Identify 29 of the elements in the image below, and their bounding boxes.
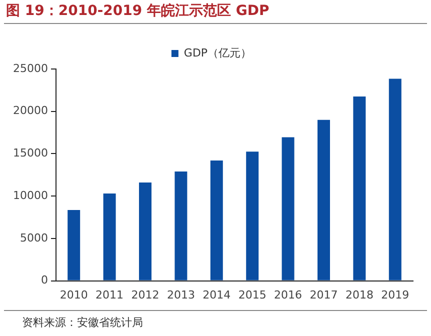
x-tick-label: 2016 [274,288,302,302]
text: 资料来源：安徽省统计局 [22,315,143,330]
x-tick-label: 2010 [60,288,88,302]
bar [174,172,188,280]
x-tick-label: 2015 [238,288,266,302]
legend-label: GDP（亿元） [184,46,252,60]
bar [138,182,152,280]
chart-title: 图 19：2010-2019 年皖江示范区 GDP [6,2,270,20]
bar [388,78,402,280]
y-tick-label: 5000 [20,231,48,244]
x-tick-label: 2019 [381,288,410,302]
y-tick-label: 20000 [12,104,48,118]
y-tick-label: 0 [40,274,48,287]
y-tick-label: 25000 [12,62,48,75]
x-tick-label: 2012 [131,288,160,302]
bar [103,194,116,280]
x-tick-label: 2014 [202,288,231,302]
y-tick-label: 15000 [12,146,48,160]
y-tick-label: 10000 [12,188,48,202]
bar [68,210,80,280]
bar [318,120,330,280]
x-tick-label: 2017 [310,288,338,302]
bar [246,152,259,280]
x-tick-label: 2011 [96,288,124,302]
bar [282,137,294,280]
x-tick-label: 2018 [345,288,374,302]
x-tick-label: 2013 [166,288,195,302]
bar [210,160,223,280]
bar [353,96,366,280]
